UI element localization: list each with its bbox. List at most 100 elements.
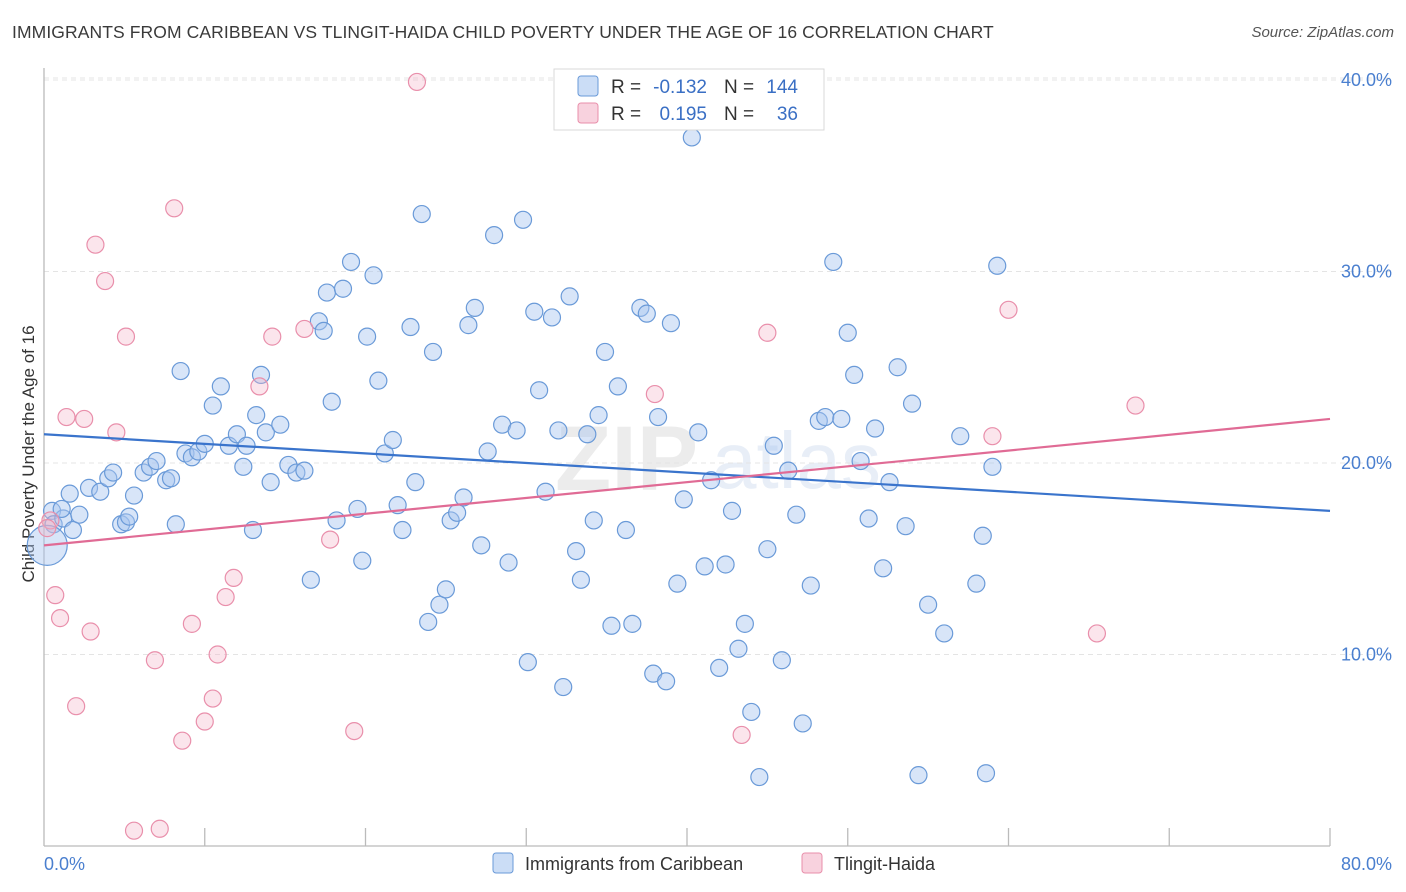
- point-blue-142: [983, 457, 1002, 476]
- point-blue-20: [166, 515, 185, 534]
- point-blue-30: [234, 457, 253, 476]
- point-blue-62: [423, 342, 443, 362]
- point-blue-100: [661, 314, 681, 333]
- point-blue-6: [70, 505, 89, 524]
- point-blue-41: [301, 570, 320, 589]
- point-pink-25: [321, 530, 340, 549]
- point-pink-4: [67, 697, 86, 716]
- bottom-legend-label-pink: Tlingit-Haida: [834, 854, 936, 874]
- point-pink-29: [732, 725, 751, 745]
- point-blue-68: [459, 316, 478, 335]
- point-pink-5: [75, 409, 94, 429]
- point-pink-3: [57, 407, 76, 427]
- point-blue-98: [648, 407, 668, 427]
- point-pink-16: [182, 614, 201, 633]
- point-pink-12: [145, 651, 165, 670]
- point-blue-52: [364, 266, 383, 285]
- point-blue-103: [682, 128, 701, 147]
- point-blue-139: [967, 574, 986, 593]
- point-blue-86: [571, 570, 591, 589]
- x-axis-ticks: [204, 828, 1331, 846]
- point-pink-11: [124, 821, 144, 840]
- point-blue-19: [161, 469, 181, 488]
- point-blue-72: [485, 226, 504, 245]
- point-blue-88: [584, 511, 603, 530]
- point-blue-101: [668, 574, 687, 593]
- point-pink-21: [224, 568, 243, 588]
- point-pink-1: [46, 586, 65, 605]
- point-blue-93: [616, 520, 636, 540]
- point-blue-71: [478, 442, 497, 461]
- point-blue-136: [919, 595, 938, 614]
- correlation-legend: R = -0.132 N = 144 R = 0.195 N = 36: [553, 68, 825, 131]
- point-blue-120: [801, 576, 820, 595]
- point-blue-79: [530, 381, 549, 400]
- legend-swatch-blue: [577, 75, 599, 97]
- point-blue-60: [412, 204, 431, 224]
- y-tick-label: 20.0%: [1341, 453, 1392, 473]
- point-blue-34: [247, 406, 266, 425]
- point-blue-64: [436, 580, 455, 599]
- point-blue-122: [816, 407, 835, 427]
- point-blue-110: [729, 639, 748, 658]
- legend-n-value-blue: 144: [766, 77, 798, 98]
- point-blue-45: [322, 392, 341, 411]
- point-pink-35: [38, 519, 57, 538]
- point-blue-138: [951, 427, 970, 446]
- point-blue-127: [851, 451, 870, 471]
- y-tick-label: 10.0%: [1341, 645, 1392, 665]
- point-pink-8: [95, 271, 115, 291]
- point-blue-141: [976, 764, 996, 783]
- point-blue-44: [317, 283, 337, 302]
- point-blue-51: [358, 327, 377, 346]
- point-pink-26: [345, 721, 364, 741]
- point-blue-99: [657, 672, 676, 691]
- point-blue-14: [120, 507, 139, 526]
- point-blue-48: [341, 252, 361, 272]
- legend-swatch-pink: [577, 102, 599, 124]
- point-blue-81: [542, 308, 562, 327]
- series-tlingit-haida: [38, 72, 1145, 840]
- point-pink-23: [263, 327, 282, 346]
- point-blue-9: [99, 469, 118, 488]
- point-blue-135: [909, 766, 928, 785]
- point-blue-128: [859, 509, 878, 528]
- point-blue-118: [787, 505, 806, 524]
- point-blue-42: [309, 312, 328, 331]
- point-blue-8: [91, 482, 110, 501]
- point-pink-2: [50, 609, 70, 628]
- series-immigrants-from-caribbean: [26, 128, 1007, 787]
- point-blue-125: [838, 323, 857, 342]
- point-blue-50: [353, 551, 372, 570]
- point-blue-130: [874, 559, 893, 578]
- legend-r-value-pink: 0.195: [659, 104, 707, 125]
- point-pink-28: [645, 384, 664, 404]
- point-blue-131: [880, 473, 899, 492]
- legend-n-label-blue: N =: [724, 77, 754, 98]
- chart-title: IMMIGRANTS FROM CARIBBEAN VS TLINGIT-HAI…: [12, 22, 994, 42]
- point-pink-9: [107, 423, 126, 442]
- y-axis-tick-labels: 10.0% 20.0% 30.0% 40.0%: [1341, 70, 1392, 665]
- point-blue-53: [369, 371, 388, 390]
- legend-n-label-pink: N =: [724, 104, 754, 125]
- point-pink-19: [208, 645, 227, 664]
- point-blue-107: [710, 658, 729, 678]
- legend-r-value-blue: -0.132: [653, 77, 707, 98]
- point-blue-133: [896, 517, 915, 536]
- bottom-legend-label-blue: Immigrants from Caribbean: [525, 854, 743, 874]
- point-pink-14: [165, 199, 184, 218]
- point-pink-34: [1126, 396, 1145, 415]
- point-blue-87: [578, 425, 597, 444]
- legend-n-value-pink: 36: [777, 104, 798, 125]
- y-tick-label: 30.0%: [1341, 262, 1392, 282]
- point-pink-10: [116, 327, 136, 346]
- trend-line-tlingit-haida: [43, 417, 1331, 547]
- point-blue-66: [448, 503, 467, 522]
- point-blue-85: [566, 541, 586, 561]
- trend-line-immigrants-from-caribbean: [43, 433, 1331, 512]
- point-blue-119: [793, 714, 812, 733]
- point-pink-22: [250, 377, 269, 396]
- point-blue-55: [383, 430, 402, 450]
- point-blue-90: [595, 342, 615, 362]
